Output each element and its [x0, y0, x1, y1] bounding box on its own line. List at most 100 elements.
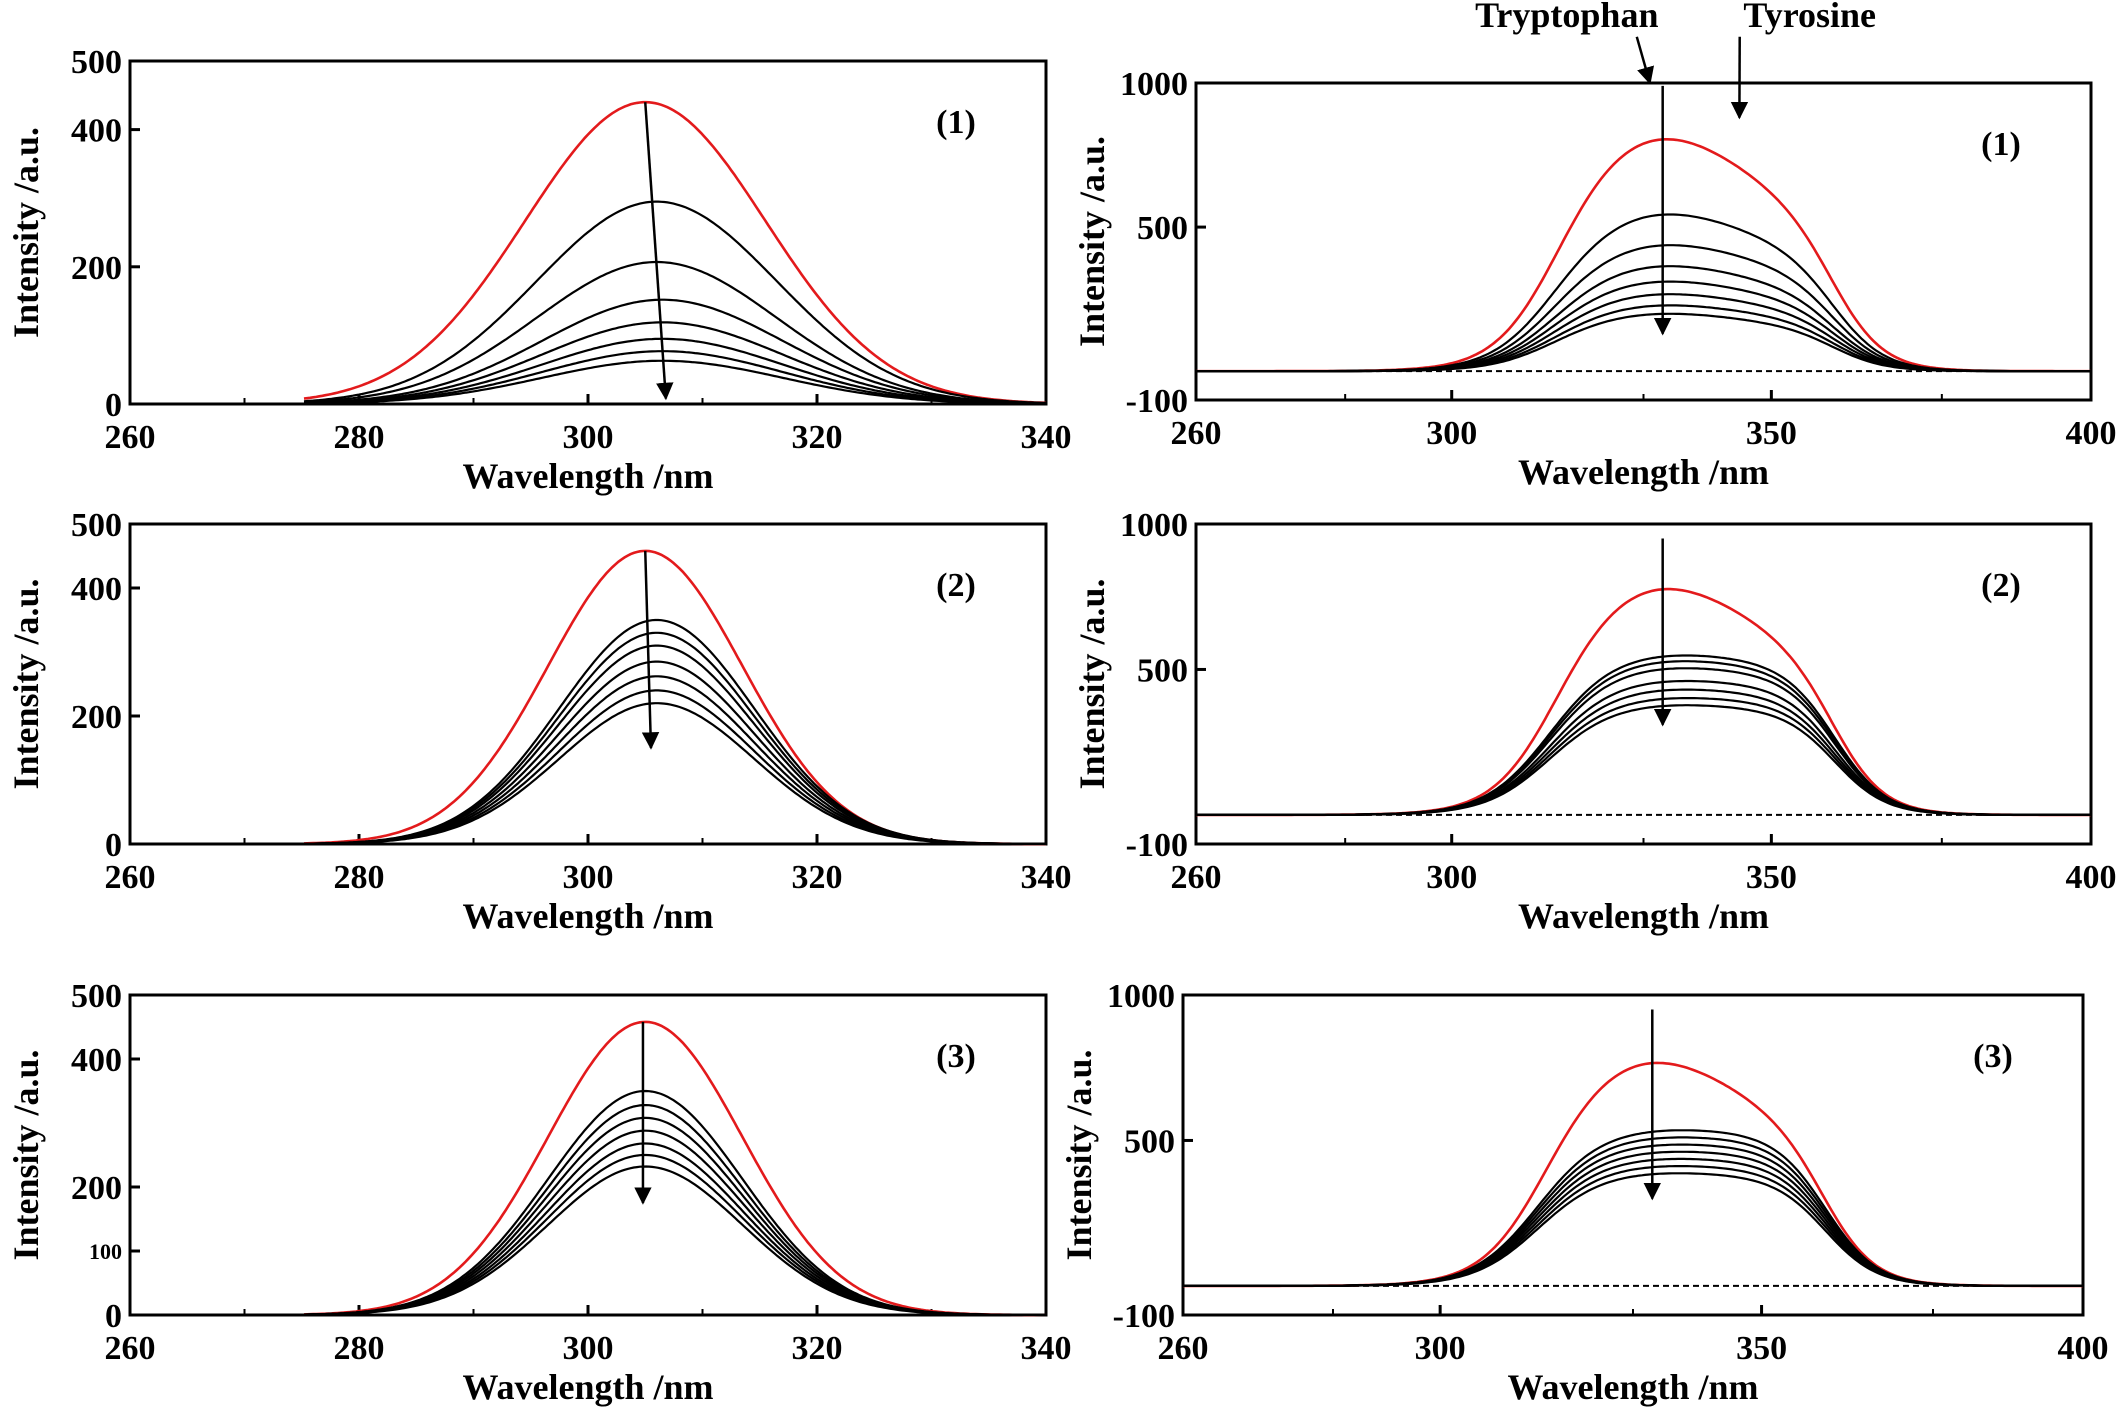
series-line-1 — [304, 551, 1046, 844]
series-line-7 — [1196, 698, 2091, 815]
quench-arrow — [645, 102, 666, 398]
annotation-label-2: Tyrosine — [1743, 0, 1876, 35]
chart-panel-3: 260 280 300 320 340 0 200 400 500 Wavelength /nm I… — [6, 507, 1072, 936]
x-tick-label: 260 — [105, 859, 156, 896]
panel-label: (3) — [1973, 1038, 2013, 1075]
series-line-4 — [1196, 266, 2091, 371]
x-axis-title: Wavelength /nm — [462, 1367, 713, 1407]
x-tick-label: 320 — [792, 419, 843, 456]
x-axis-title: Wavelength /nm — [1518, 896, 1769, 936]
y-tick-label: 0 — [105, 387, 122, 424]
y-tick-label: 500 — [71, 507, 122, 544]
y-tick-label: 500 — [71, 44, 122, 81]
x-tick-label: 400 — [2066, 415, 2117, 452]
series-line-7 — [304, 1155, 1046, 1315]
y-tick-label: 100 — [89, 1239, 122, 1264]
panel-label: (2) — [1981, 567, 2021, 604]
y-tick-label: -100 — [1126, 827, 1188, 864]
x-tick-label: 350 — [1746, 859, 1797, 896]
chart-panel-6: 260 300 350 400 -100 500 1000 Wavelength /nm Int… — [1059, 978, 2109, 1407]
series-line-1 — [304, 1022, 1046, 1315]
panel-label: (2) — [936, 567, 976, 604]
y-axis-title: Intensity /a.u. — [1072, 578, 1112, 789]
x-tick-label: 350 — [1746, 415, 1797, 452]
y-tick-label: 500 — [1137, 210, 1188, 247]
chart-panel-4: 260 300 350 400 -100 500 1000 Wavelength /nm Int… — [1072, 507, 2117, 936]
x-tick-label: 350 — [1736, 1330, 1787, 1367]
y-tick-label: 200 — [71, 1170, 122, 1207]
chart-panel-5: 260 280 300 320 340 0 100 200 400 500 Wavelength /… — [6, 978, 1072, 1407]
y-axis-title: Intensity /a.u. — [6, 127, 46, 338]
series-line-1 — [1196, 139, 2091, 371]
series-line-2 — [304, 202, 1046, 403]
y-tick-label: 500 — [1124, 1123, 1175, 1160]
x-tick-label: 260 — [1171, 859, 1222, 896]
y-tick-label: -100 — [1126, 383, 1188, 420]
x-tick-label: 340 — [1021, 1330, 1072, 1367]
y-tick-label: 0 — [105, 827, 122, 864]
x-tick-label: 300 — [1415, 1330, 1466, 1367]
y-tick-label: -100 — [1113, 1298, 1175, 1335]
x-tick-label: 280 — [334, 419, 385, 456]
series-line-8 — [304, 1167, 1046, 1316]
series-line-5 — [304, 662, 1046, 844]
x-tick-label: 320 — [792, 1330, 843, 1367]
y-axis-title: Intensity /a.u. — [1059, 1049, 1099, 1260]
series-line-7 — [304, 690, 1046, 844]
x-tick-label: 400 — [2066, 859, 2117, 896]
y-tick-label: 400 — [71, 113, 122, 150]
x-tick-label: 260 — [1158, 1330, 1209, 1367]
plot-frame — [1196, 83, 2091, 400]
series-line-7 — [1183, 1166, 2083, 1286]
x-tick-label: 320 — [792, 859, 843, 896]
panel-label: (1) — [1981, 126, 2021, 163]
y-axis-title: Intensity /a.u. — [6, 578, 46, 789]
x-axis-title: Wavelength /nm — [462, 896, 713, 936]
series-line-3 — [1196, 245, 2091, 371]
y-tick-label: 400 — [71, 1042, 122, 1079]
x-tick-label: 300 — [563, 419, 614, 456]
series-line-3 — [304, 1105, 1046, 1315]
chart-panel-1: 260 280 300 320 340 0 200 400 500 Wavelength /nm I… — [6, 44, 1072, 496]
quench-arrow — [645, 551, 651, 748]
series-line-4 — [304, 646, 1046, 844]
x-tick-label: 300 — [563, 859, 614, 896]
x-tick-label: 300 — [1426, 859, 1477, 896]
x-tick-label: 340 — [1021, 859, 1072, 896]
y-axis-title: Intensity /a.u. — [6, 1049, 46, 1260]
series-line-3 — [304, 262, 1046, 403]
series-line-2 — [1183, 1130, 2083, 1286]
x-axis-title: Wavelength /nm — [1518, 452, 1769, 492]
x-axis-title: Wavelength /nm — [1507, 1367, 1758, 1407]
x-tick-label: 260 — [105, 419, 156, 456]
series-line-3 — [1183, 1137, 2083, 1286]
x-tick-label: 300 — [563, 1330, 614, 1367]
y-axis-title: Intensity /a.u. — [1072, 136, 1112, 347]
x-axis-title: Wavelength /nm — [462, 456, 713, 496]
x-tick-label: 280 — [334, 859, 385, 896]
series-line-4 — [1183, 1145, 2083, 1286]
y-tick-label: 1000 — [1120, 66, 1188, 103]
series-line-2 — [1196, 215, 2091, 372]
y-tick-label: 500 — [1137, 652, 1188, 689]
y-tick-label: 200 — [71, 699, 122, 736]
x-tick-label: 260 — [105, 1330, 156, 1367]
plot-frame — [130, 524, 1046, 844]
series-line-5 — [304, 1131, 1046, 1315]
series-line-8 — [1196, 705, 2091, 815]
x-tick-label: 280 — [334, 1330, 385, 1367]
series-line-8 — [1183, 1173, 2083, 1286]
y-tick-label: 1000 — [1107, 978, 1175, 1015]
annotation-label-1: Tryptophan — [1475, 0, 1658, 35]
y-tick-label: 0 — [105, 1298, 122, 1335]
series-line-4 — [1196, 668, 2091, 815]
panel-label: (3) — [936, 1038, 976, 1075]
x-tick-label: 400 — [2058, 1330, 2109, 1367]
series-line-2 — [304, 620, 1046, 844]
series-line-5 — [1183, 1152, 2083, 1286]
series-line-8 — [304, 703, 1046, 844]
y-tick-label: 200 — [71, 250, 122, 287]
x-tick-label: 340 — [1021, 419, 1072, 456]
x-tick-label: 260 — [1171, 415, 1222, 452]
y-tick-label: 400 — [71, 571, 122, 608]
